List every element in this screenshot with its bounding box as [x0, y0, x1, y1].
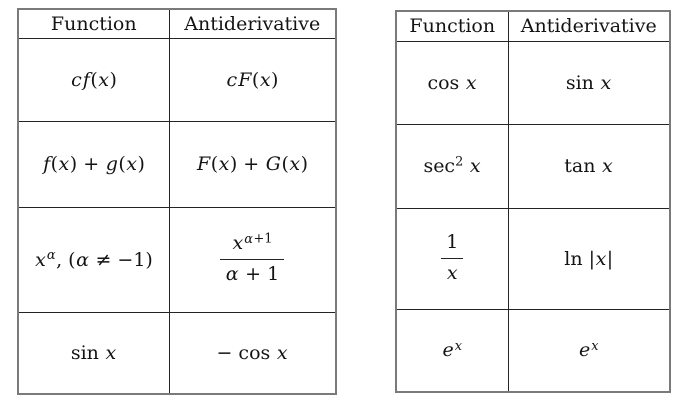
cell-antiderivative: F(x) + G(x): [168, 120, 337, 208]
cell-antiderivative: sin x: [507, 40, 671, 125]
cell-antiderivative: ex: [507, 308, 671, 393]
cell-function: f(x) + g(x): [17, 120, 170, 208]
table-row: f(x) + g(x) F(x) + G(x): [17, 120, 337, 208]
header-antiderivative: Antiderivative: [168, 8, 337, 39]
header-antiderivative: Antiderivative: [507, 10, 671, 42]
header-function: Function: [17, 8, 170, 39]
cell-function: cf(x): [17, 37, 170, 122]
table-row: ex ex: [395, 308, 671, 393]
cell-antiderivative: tan x: [507, 123, 671, 209]
table-row: sin x − cos x: [17, 311, 337, 395]
header-function: Function: [395, 10, 509, 42]
table-header-row: Function Antiderivative: [17, 8, 337, 39]
cell-antiderivative: cF(x): [168, 37, 337, 122]
specific-antiderivatives-table: Function Antiderivative cos x sin x sec2…: [395, 10, 671, 393]
cell-function: ex: [395, 308, 509, 393]
cell-antiderivative: − cos x: [168, 311, 337, 395]
general-antiderivatives-table: Function Antiderivative cf(x) cF(x) f(x)…: [17, 8, 337, 395]
cell-function: sin x: [17, 311, 170, 395]
cell-function: xα, (α ≠ −1): [17, 206, 170, 313]
table-row: cf(x) cF(x): [17, 37, 337, 122]
cell-antiderivative: ln |x|: [507, 207, 671, 310]
cell-antiderivative: xα+1 α + 1: [168, 206, 337, 313]
table-header-row: Function Antiderivative: [395, 10, 671, 42]
table-row: sec2 x tan x: [395, 123, 671, 209]
table-row: xα, (α ≠ −1) xα+1 α + 1: [17, 206, 337, 313]
cell-function: sec2 x: [395, 123, 509, 209]
cell-function: cos x: [395, 40, 509, 125]
table-row: cos x sin x: [395, 40, 671, 125]
